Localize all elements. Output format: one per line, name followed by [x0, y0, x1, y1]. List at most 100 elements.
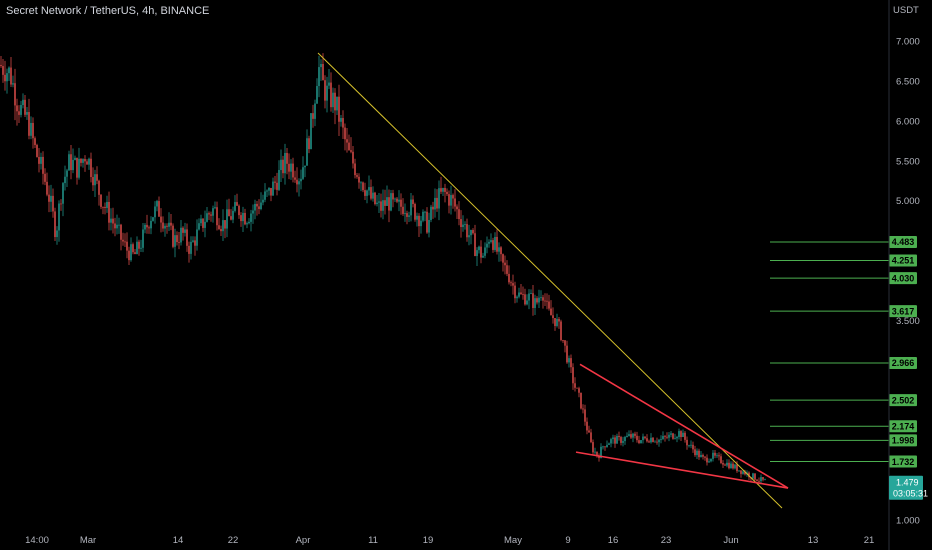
candle-body	[416, 215, 418, 220]
candle-body	[116, 224, 118, 229]
candle-body	[426, 211, 428, 233]
candle-body	[734, 464, 736, 469]
candle-body	[150, 220, 152, 229]
candle-body	[304, 165, 306, 168]
candle-body	[712, 452, 714, 459]
level-label-box	[889, 394, 917, 407]
candle-body	[442, 187, 444, 192]
candle-body	[364, 190, 366, 196]
candle-body	[680, 431, 682, 438]
candle-body	[0, 64, 2, 67]
candle-body	[698, 450, 700, 458]
candle-body	[534, 298, 536, 308]
candle-body	[476, 250, 478, 256]
candle-body	[308, 138, 310, 150]
candle-body	[372, 192, 374, 199]
candle-body	[268, 187, 270, 191]
candle-body	[328, 82, 330, 86]
candle-body	[536, 298, 538, 303]
candle-body	[482, 255, 484, 258]
candle-body	[356, 175, 358, 177]
candle-body	[504, 262, 506, 266]
candle-body	[596, 451, 598, 456]
candle-body	[366, 190, 368, 196]
candle-body	[636, 435, 638, 441]
candle-body	[454, 198, 456, 207]
candle-body	[346, 139, 348, 143]
candle-body	[114, 223, 116, 229]
candle-body	[742, 471, 744, 474]
candle-body	[164, 225, 166, 229]
candle-body	[306, 138, 308, 166]
candle-body	[392, 193, 394, 200]
candle-body	[156, 201, 158, 207]
countdown-label: 03:05:31	[893, 488, 928, 498]
candle-body	[704, 456, 706, 458]
candle-body	[528, 293, 530, 301]
candle-body	[294, 177, 296, 180]
candle-body	[198, 223, 200, 230]
candle-body	[684, 432, 686, 440]
candle-body	[558, 318, 560, 322]
candle-body	[14, 83, 16, 106]
candle-body	[324, 80, 326, 101]
candle-body	[248, 221, 250, 224]
candle-body	[326, 85, 328, 101]
candle-body	[716, 455, 718, 457]
candle-body	[630, 434, 632, 438]
candle-body	[646, 438, 648, 442]
candle-body	[298, 181, 300, 185]
candle-body	[62, 183, 64, 204]
candle-body	[242, 212, 244, 222]
level-label: 4.483	[892, 237, 915, 247]
candle-body	[148, 227, 150, 229]
candle-body	[614, 437, 616, 444]
candle-body	[408, 215, 410, 217]
candle-body	[562, 339, 564, 341]
candle-body	[8, 67, 10, 74]
candle-body	[524, 294, 526, 305]
candle-body	[594, 451, 596, 453]
candle-body	[292, 163, 294, 178]
candle-body	[730, 463, 732, 469]
candle-body	[754, 473, 756, 480]
candle-body	[530, 293, 532, 295]
candle-body	[104, 206, 106, 208]
candle-body	[334, 92, 336, 111]
candle-body	[440, 188, 442, 192]
candle-body	[612, 437, 614, 440]
candle-body	[146, 224, 148, 228]
candle-body	[220, 229, 222, 232]
candle-body	[260, 202, 262, 209]
candle-body	[740, 470, 742, 474]
candle-body	[332, 92, 334, 108]
candle-body	[130, 244, 132, 261]
candle-body	[88, 158, 90, 165]
candle-body	[194, 240, 196, 246]
candle-body	[650, 437, 652, 443]
candle-body	[468, 235, 470, 238]
candle-body	[112, 218, 114, 224]
candle-body	[470, 230, 472, 236]
candle-body	[724, 464, 726, 466]
candle-body	[152, 217, 154, 221]
candle-body	[762, 477, 764, 480]
x-tick-label: 9	[565, 535, 570, 546]
candle-body	[446, 191, 448, 195]
candle-body	[756, 479, 758, 481]
candlesticks	[0, 53, 766, 485]
trendline-wedge-lower	[575, 451, 789, 489]
candle-body	[370, 187, 372, 199]
level-label: 4.251	[892, 256, 915, 266]
candle-body	[532, 293, 534, 308]
candle-body	[272, 181, 274, 196]
candle-body	[668, 434, 670, 438]
candle-body	[404, 213, 406, 214]
candle-body	[602, 446, 604, 448]
candle-body	[628, 434, 630, 436]
candle-body	[378, 201, 380, 203]
candle-body	[432, 206, 434, 210]
x-tick-label: 23	[661, 535, 672, 546]
candle-body	[216, 207, 218, 226]
